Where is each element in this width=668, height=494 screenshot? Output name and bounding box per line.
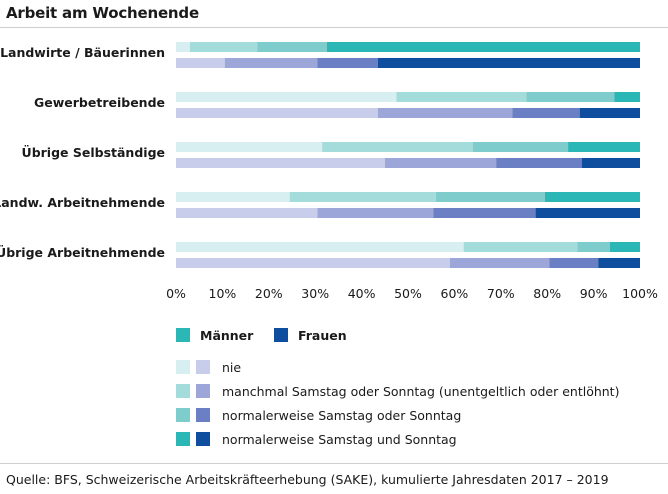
bar-landw-arbeitnehmende-frauen-normalerweise-samstag-und-sonntag (535, 208, 640, 218)
x-tick-label-70: 70% (487, 286, 515, 301)
category-label-landw-arbeitnehmende: Landw. Arbeitnehmende (0, 195, 165, 210)
bar-gewerbetreibende-frauen-normalerweise-samstag-und-sonntag (579, 108, 640, 118)
category-label-gewerbetreibende: Gewerbetreibende (34, 95, 165, 110)
bar-landwirte-baeuerinnen-maenner-manchmal-samstag-oder-sonntag-unentgeltlich-oder-entloehnt (189, 42, 258, 52)
bar-uebrige-arbeitnehmende-maenner-manchmal-samstag-oder-sonntag-unentgeltlich-oder-entloehnt (463, 242, 578, 252)
legend-label-frauen: Frauen (298, 328, 347, 343)
title-divider (0, 27, 668, 28)
bar-landw-arbeitnehmende-maenner-normalerweise-samstag-oder-sonntag (435, 192, 545, 202)
legend-swatch-frauen-nie (196, 360, 210, 374)
bar-landw-arbeitnehmende-maenner-normalerweise-samstag-und-sonntag (544, 192, 640, 202)
x-tick-label-30: 30% (301, 286, 329, 301)
bar-landw-arbeitnehmende-maenner-manchmal-samstag-oder-sonntag-unentgeltlich-oder-entloehnt (289, 192, 436, 202)
bar-uebrige-arbeitnehmende-maenner-nie (176, 242, 464, 252)
legend-label-manchmal-samstag-oder-sonntag-unentgeltlich-oder-entloehnt: manchmal Samstag oder Sonntag (unentgelt… (222, 384, 619, 399)
bar-landw-arbeitnehmende-maenner-nie (176, 192, 290, 202)
x-tick-label-80: 80% (533, 286, 561, 301)
legend-swatch-maenner-nie (176, 360, 190, 374)
legend-swatch-frauen-normalerweise-samstag-und-sonntag (196, 432, 210, 446)
bar-uebrige-selbstaendige-frauen-normalerweise-samstag-und-sonntag (582, 158, 640, 168)
bar-gewerbetreibende-maenner-normalerweise-samstag-oder-sonntag (526, 92, 615, 102)
bar-uebrige-selbstaendige-frauen-manchmal-samstag-oder-sonntag-unentgeltlich-oder-entloehnt (384, 158, 497, 168)
category-label-uebrige-selbstaendige: Übrige Selbständige (22, 145, 165, 160)
legend-label-normalerweise-samstag-oder-sonntag: normalerweise Samstag oder Sonntag (222, 408, 461, 423)
legend-swatch-maenner-normalerweise-samstag-und-sonntag (176, 432, 190, 446)
legend-swatch-frauen-normalerweise-samstag-oder-sonntag (196, 408, 210, 422)
legend-swatch-maenner-manchmal-samstag-oder-sonntag-unentgeltlich-oder-entloehnt (176, 384, 190, 398)
bar-landwirte-baeuerinnen-maenner-normalerweise-samstag-und-sonntag (326, 42, 640, 52)
bar-uebrige-selbstaendige-frauen-nie (176, 158, 385, 168)
bar-landw-arbeitnehmende-frauen-normalerweise-samstag-oder-sonntag (433, 208, 536, 218)
legend-swatch-frauen (274, 328, 288, 342)
source-note: Quelle: BFS, Schweizerische Arbeitskräft… (6, 472, 609, 487)
bar-landwirte-baeuerinnen-frauen-normalerweise-samstag-und-sonntag (377, 58, 640, 68)
legend-swatch-frauen-manchmal-samstag-oder-sonntag-unentgeltlich-oder-entloehnt (196, 384, 210, 398)
x-tick-label-10: 10% (209, 286, 237, 301)
bar-gewerbetreibende-maenner-normalerweise-samstag-und-sonntag (614, 92, 640, 102)
legend-label-normalerweise-samstag-und-sonntag: normalerweise Samstag und Sonntag (222, 432, 457, 447)
bar-gewerbetreibende-frauen-normalerweise-samstag-oder-sonntag (512, 108, 580, 118)
bar-uebrige-arbeitnehmende-frauen-nie (176, 258, 450, 268)
legend-swatch-maenner (176, 328, 190, 342)
bar-uebrige-arbeitnehmende-frauen-normalerweise-samstag-oder-sonntag (549, 258, 599, 268)
chart-title: Arbeit am Wochenende (6, 4, 199, 22)
bar-landwirte-baeuerinnen-maenner-nie (176, 42, 190, 52)
x-tick-label-60: 60% (441, 286, 469, 301)
bar-landwirte-baeuerinnen-frauen-manchmal-samstag-oder-sonntag-unentgeltlich-oder-entloehnt (224, 58, 318, 68)
legend-swatch-maenner-normalerweise-samstag-oder-sonntag (176, 408, 190, 422)
x-tick-label-20: 20% (255, 286, 283, 301)
x-tick-label-50: 50% (394, 286, 422, 301)
bar-uebrige-selbstaendige-maenner-normalerweise-samstag-oder-sonntag (472, 142, 569, 152)
x-tick-label-100: 100% (622, 286, 658, 301)
bar-landw-arbeitnehmende-frauen-manchmal-samstag-oder-sonntag-unentgeltlich-oder-entloehnt (317, 208, 434, 218)
x-tick-label-90: 90% (580, 286, 608, 301)
bar-landwirte-baeuerinnen-maenner-normalerweise-samstag-oder-sonntag (257, 42, 327, 52)
bar-uebrige-selbstaendige-maenner-nie (176, 142, 323, 152)
bar-uebrige-arbeitnehmende-maenner-normalerweise-samstag-oder-sonntag (577, 242, 610, 252)
bar-uebrige-selbstaendige-maenner-manchmal-samstag-oder-sonntag-unentgeltlich-oder-entloehnt (322, 142, 473, 152)
bar-uebrige-selbstaendige-maenner-normalerweise-samstag-und-sonntag (568, 142, 640, 152)
legend-label-nie: nie (222, 360, 241, 375)
category-label-uebrige-arbeitnehmende: Übrige Arbeitnehmende (0, 245, 165, 260)
bar-gewerbetreibende-frauen-manchmal-samstag-oder-sonntag-unentgeltlich-oder-entloehnt (377, 108, 513, 118)
bar-landw-arbeitnehmende-frauen-nie (176, 208, 318, 218)
x-tick-label-0: 0% (166, 286, 186, 301)
bar-gewerbetreibende-maenner-manchmal-samstag-oder-sonntag-unentgeltlich-oder-entloehnt (396, 92, 527, 102)
x-tick-label-40: 40% (348, 286, 376, 301)
bar-gewerbetreibende-frauen-nie (176, 108, 378, 118)
legend-label-maenner: Männer (200, 328, 254, 343)
category-label-landwirte-baeuerinnen: Landwirte / Bäuerinnen (0, 45, 165, 60)
bar-uebrige-selbstaendige-frauen-normalerweise-samstag-oder-sonntag (496, 158, 582, 168)
bar-uebrige-arbeitnehmende-frauen-manchmal-samstag-oder-sonntag-unentgeltlich-oder-entloehnt (449, 258, 550, 268)
bar-uebrige-arbeitnehmende-frauen-normalerweise-samstag-und-sonntag (598, 258, 640, 268)
bar-landwirte-baeuerinnen-frauen-nie (176, 58, 225, 68)
source-divider (0, 463, 668, 464)
bar-landwirte-baeuerinnen-frauen-normalerweise-samstag-oder-sonntag (317, 58, 378, 68)
bar-uebrige-arbeitnehmende-maenner-normalerweise-samstag-und-sonntag (609, 242, 640, 252)
bar-gewerbetreibende-maenner-nie (176, 92, 397, 102)
